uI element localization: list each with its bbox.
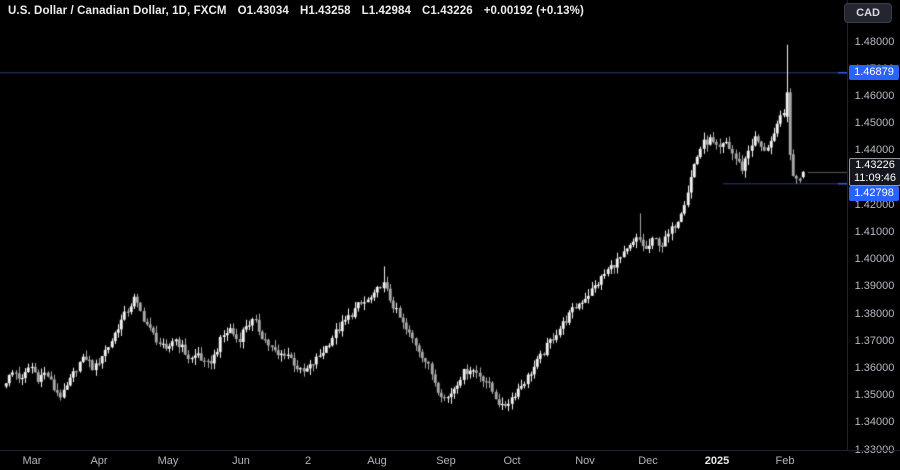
price-tick-label: 1.45000 [854, 117, 895, 130]
time-tick-label: 2025 [704, 455, 730, 467]
time-tick-label: Aug [367, 455, 387, 467]
symbol-legend[interactable]: U.S. Dollar / Canadian Dollar, 1D, FXCM O… [8, 5, 595, 17]
alert-price-badge-upper[interactable]: 1.46879 [849, 64, 899, 80]
time-tick-label: Nov [575, 455, 595, 467]
time-tick-label: 2 [304, 455, 312, 467]
bar-countdown: 11:09:46 [853, 171, 896, 184]
price-tick-label: 1.42000 [854, 198, 895, 211]
price-tick-label: 1.38000 [854, 307, 895, 320]
time-tick-label: Dec [638, 455, 658, 467]
price-tick-label: 1.40000 [854, 253, 895, 266]
price-tick-label: 1.44000 [854, 144, 895, 157]
current-price-value: 1.43226 [855, 158, 895, 171]
price-tick-label: 1.37000 [854, 334, 895, 347]
price-tick-label: 1.36000 [854, 361, 895, 374]
time-tick-label: May [157, 455, 179, 467]
price-tick-label: 1.41000 [854, 225, 895, 238]
time-axis[interactable]: Mar Apr May Jun 2 Aug Sep Oct Nov Dec 2025 Feb [0, 450, 900, 470]
price-tick-label: 1.39000 [854, 280, 895, 293]
ohlc-change: +0.00192 (+0.13%) [483, 5, 584, 17]
candlestick-chart-pane[interactable] [0, 0, 847, 450]
price-tick-label: 1.33000 [854, 443, 895, 456]
price-tick-label: 1.46000 [854, 89, 895, 102]
time-tick-label: Feb [775, 455, 795, 467]
symbol-title: U.S. Dollar / Canadian Dollar, 1D, FXCM [8, 5, 227, 17]
time-tick-label: Jun [232, 455, 250, 467]
price-axis[interactable]: 1.46879 1.43226 11:09:46 1.42798 1.48000… [847, 0, 900, 456]
current-price-badge: 1.43226 11:09:46 [849, 157, 900, 186]
time-tick-label: Sep [436, 455, 456, 467]
alert-price-badge-lower[interactable]: 1.42798 [849, 185, 899, 201]
price-tick-label: 1.34000 [854, 416, 895, 429]
ohlc-close: C1.43226 [422, 5, 473, 17]
time-tick-label: Oct [503, 455, 521, 467]
ohlc-low: L1.42984 [361, 5, 412, 17]
price-tick-label: 1.35000 [854, 389, 895, 402]
ohlc-high: H1.43258 [299, 5, 351, 17]
ohlc-open: O1.43034 [237, 5, 289, 17]
currency-toggle-button[interactable]: CAD [844, 3, 892, 23]
price-tick-label: 1.48000 [854, 35, 895, 48]
time-tick-label: Mar [22, 455, 42, 467]
time-tick-label: Apr [90, 455, 108, 467]
